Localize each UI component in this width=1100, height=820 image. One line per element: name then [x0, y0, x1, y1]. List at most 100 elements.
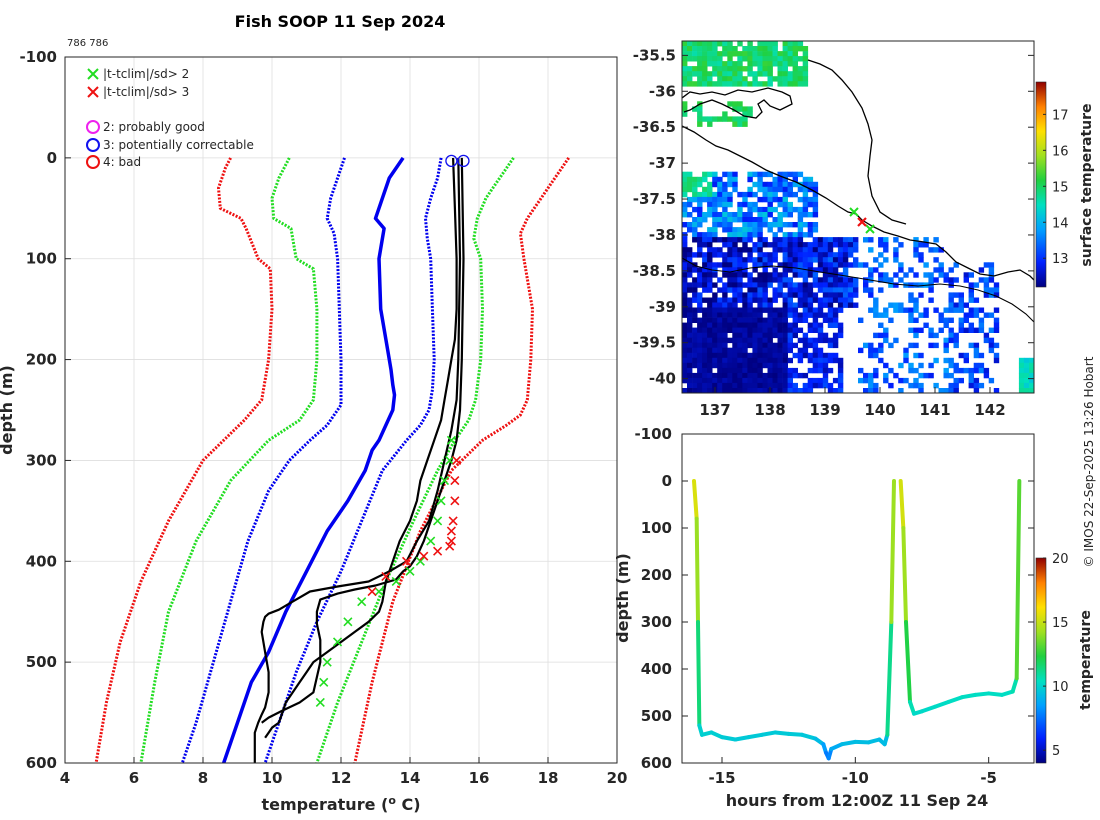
- sst-pixel: [822, 332, 829, 339]
- time-ytick-label: 500: [641, 707, 672, 725]
- sst-pixel: [968, 292, 974, 298]
- sst-pixel: [802, 382, 809, 389]
- sst-pixel: [832, 277, 839, 283]
- sst-pixel: [747, 206, 753, 213]
- sst-pixel: [697, 116, 703, 122]
- sst-pixel: [717, 347, 723, 354]
- sst-pixel: [702, 317, 708, 323]
- sst-pixel: [802, 247, 809, 253]
- sst-pixel: [812, 317, 819, 323]
- sst-pixel: [797, 56, 804, 62]
- sst-pixel: [697, 327, 703, 333]
- sst-pixel: [722, 347, 728, 354]
- sst-pixel: [827, 267, 834, 273]
- sst-pixel: [707, 372, 713, 379]
- sst-pixel: [712, 302, 718, 308]
- sst-pixel: [747, 297, 753, 303]
- sst-pixel: [702, 186, 708, 193]
- sst-pixel: [928, 372, 934, 379]
- time-ytick-label: 200: [641, 566, 672, 584]
- sst-pixel: [727, 66, 733, 72]
- sst-pixel: [767, 327, 773, 333]
- sst-pixel: [772, 388, 778, 393]
- sst-pixel: [692, 51, 698, 57]
- sst-pixel: [727, 252, 733, 258]
- sst-pixel: [747, 352, 753, 359]
- sst-pixel: [817, 302, 824, 308]
- sst-pixel: [772, 51, 778, 57]
- sst-pixel: [727, 46, 733, 52]
- sst-pixel: [883, 257, 889, 263]
- sst-pixel: [747, 372, 753, 379]
- sst-pixel: [732, 81, 738, 87]
- sst-pixel: [697, 297, 703, 303]
- sst-pixel: [742, 388, 748, 393]
- sst-pixel: [983, 282, 990, 288]
- sst-pixel: [777, 317, 783, 323]
- sst-pixel: [797, 217, 804, 223]
- sst-pixel: [682, 267, 688, 273]
- sst-pixel: [742, 51, 748, 57]
- sst-pixel: [777, 367, 783, 374]
- sst-pixel: [802, 332, 809, 339]
- sst-pixel: [762, 362, 768, 369]
- sst-pixel: [807, 212, 814, 218]
- sst-pixel: [682, 212, 688, 218]
- sst-pixel: [908, 292, 914, 298]
- sst-pixel: [687, 317, 693, 323]
- sst-pixel: [767, 51, 773, 57]
- sst-pixel: [722, 227, 728, 233]
- sst-pixel: [827, 242, 834, 248]
- sst-pixel: [948, 332, 954, 339]
- sst-pixel: [772, 267, 778, 273]
- sst-pixel: [782, 312, 788, 318]
- sst-pixel: [732, 322, 738, 328]
- sst-pixel: [687, 362, 693, 369]
- sst-pixel: [807, 382, 814, 389]
- sst-pixel: [747, 71, 753, 77]
- sst-pixel: [717, 56, 723, 62]
- sst-pixel: [707, 247, 713, 253]
- sst-pixel: [742, 237, 748, 243]
- sst-pixel: [737, 51, 743, 57]
- sst-pixel: [717, 277, 723, 283]
- sst-pixel: [712, 347, 718, 354]
- sst-pixel: [712, 191, 718, 198]
- sst-pixel: [687, 201, 693, 208]
- sst-pixel: [717, 372, 723, 379]
- sst-pixel: [983, 287, 990, 293]
- sst-pixel: [752, 337, 758, 344]
- sst-pixel: [787, 377, 793, 384]
- sst-pixel: [757, 322, 763, 328]
- sst-pixel: [717, 377, 723, 384]
- cast-segment: [904, 620, 912, 704]
- sst-pixel: [682, 46, 688, 52]
- sst-pixel: [712, 232, 718, 238]
- sst-pixel: [807, 292, 814, 298]
- sst-pixel: [923, 312, 929, 318]
- sst-pixel: [787, 282, 793, 288]
- sst-pixel: [832, 287, 839, 293]
- sst-pixel: [797, 347, 804, 354]
- sst-pixel: [737, 257, 743, 263]
- sst-pixel: [757, 342, 763, 349]
- sst-pixel: [898, 242, 904, 248]
- sst-pixel: [727, 347, 733, 354]
- sst-pixel: [747, 312, 753, 318]
- sst-pixel: [1029, 362, 1034, 369]
- sst-pixel: [702, 217, 708, 223]
- sst-pixel: [707, 312, 713, 318]
- sst-pixel: [687, 76, 693, 82]
- sst-pixel: [682, 252, 688, 258]
- sst-pixel: [752, 51, 758, 57]
- sst-pixel: [722, 302, 728, 308]
- sst-pixel: [878, 272, 884, 278]
- sst-pixel: [752, 171, 758, 178]
- sst-pixel: [752, 287, 758, 293]
- sst-pixel: [918, 312, 924, 318]
- sst-pixel: [742, 342, 748, 349]
- sst-pixel: [747, 191, 753, 198]
- sst-pixel: [873, 307, 879, 313]
- sst-pixel: [832, 317, 839, 323]
